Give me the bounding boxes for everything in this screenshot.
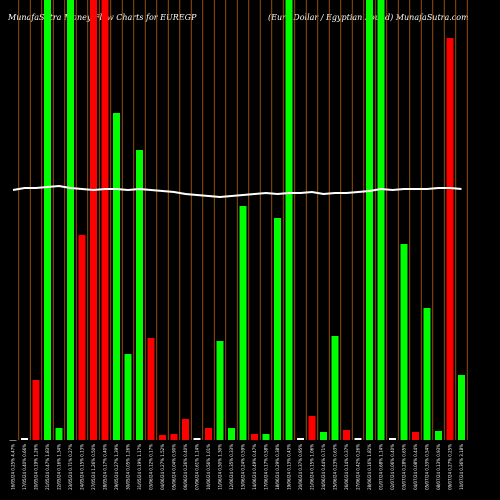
x-tick-label: 08/07/24 0.13% 0.93% xyxy=(436,444,441,490)
x-tick-label: 17/06/24 0.17% 0.58% xyxy=(264,444,269,490)
bar xyxy=(274,218,281,440)
bar xyxy=(343,430,350,440)
bar xyxy=(182,419,189,440)
bar xyxy=(159,435,166,440)
bar xyxy=(21,438,28,440)
x-tick-label: 03/06/24 0.12% 0.17% xyxy=(149,444,154,490)
bar xyxy=(331,336,339,440)
x-tick-label: 29/05/24 0.27% 1.39% xyxy=(114,444,119,490)
x-tick-label: 26/06/24 0.14% 0.37% xyxy=(344,444,349,490)
money-flow-line xyxy=(12,184,462,199)
bar xyxy=(446,38,454,440)
x-tick-label: 22/05/24 0.16% 1.34% xyxy=(57,444,62,490)
bar xyxy=(9,440,17,441)
bar xyxy=(285,0,293,440)
bar xyxy=(435,431,442,440)
bar xyxy=(216,341,224,440)
x-tick-label: 21/06/24 0.15% 1.06% xyxy=(310,444,315,490)
bar xyxy=(228,428,235,440)
bar xyxy=(113,113,120,440)
bar xyxy=(170,434,178,440)
x-tick-label: 03/07/24 0.28% 0.65% xyxy=(402,444,407,490)
x-tick-label: 25/06/24 0.23% 0.63% xyxy=(333,444,338,490)
x-tick-label: 12/06/24 0.35% 0.33% xyxy=(229,444,234,490)
bar xyxy=(67,0,74,440)
x-tick-label: 31/05/24 0.19% 1.17% xyxy=(137,444,142,490)
x-tick-label: 28/05/24 0.17% 0.40% xyxy=(103,444,108,490)
bar xyxy=(366,0,373,440)
bar xyxy=(44,0,51,440)
bar xyxy=(55,428,63,440)
x-tick-label: 13/06/24 0.24% 0.59% xyxy=(241,444,246,490)
bar xyxy=(239,206,247,440)
bar xyxy=(32,380,40,440)
x-tick-label: 24/05/24 0.15% 0.13% xyxy=(80,444,85,490)
bar xyxy=(423,308,431,440)
bar xyxy=(458,375,465,440)
bar xyxy=(78,235,86,440)
x-tick-label: 04/07/24 0.08% 0.44% xyxy=(413,444,418,490)
x-tick-label: 19/06/24 0.13% 0.43% xyxy=(287,444,292,490)
x-tick-label: 20/05/24 0.19% 1.26% xyxy=(34,444,39,490)
bar xyxy=(400,244,408,440)
bar xyxy=(412,432,419,440)
bar xyxy=(354,438,362,440)
bar xyxy=(101,0,109,440)
x-tick-label: 14/06/24 0.49% 0.47% xyxy=(252,444,257,490)
x-tick-label: 27/06/24 0.42% 0.26% xyxy=(356,444,361,490)
bar xyxy=(251,434,258,440)
x-tick-label: 17/05/24 0.40% 0.66% xyxy=(22,444,27,490)
x-tick-label: 02/07/24 0.06% 0.40% xyxy=(390,444,395,490)
bar xyxy=(389,438,396,440)
bar xyxy=(377,0,385,440)
bar xyxy=(193,438,201,440)
x-tick-label: 11/06/24 0.50% 1.30% xyxy=(218,444,223,490)
x-tick-label: 20/06/24 0.37% 0.95% xyxy=(298,444,303,490)
bar xyxy=(308,416,316,440)
x-tick-label: 07/06/24 0.61% 1.14% xyxy=(195,444,200,490)
bar xyxy=(205,428,212,440)
x-tick-label: 24/06/24 0.44% 0.71% xyxy=(321,444,326,490)
x-tick-label: 09/07/24 0.27% 0.25% xyxy=(448,444,453,490)
bar xyxy=(90,0,97,440)
x-tick-label: 10/06/24 0.56% 1.01% xyxy=(206,444,211,490)
x-tick-label: 28/06/24 0.16% 1.82% xyxy=(367,444,372,490)
x-tick-label: 27/05/24 1.26% 0.50% xyxy=(91,444,96,490)
x-tick-label: 16/05/24 0.25% 4.47% xyxy=(11,444,16,490)
x-tick-label: 21/05/24 0.47% 1.83% xyxy=(45,444,50,490)
bar xyxy=(320,432,327,440)
x-tick-label: 04/06/24 0.27% 1.52% xyxy=(160,444,165,490)
x-tick-label: 18/06/24 0.29% 0.38% xyxy=(275,444,280,490)
bar xyxy=(147,338,155,440)
bar xyxy=(124,354,132,440)
bar xyxy=(297,438,304,440)
x-tick-label: 05/06/24 0.04% 0.90% xyxy=(172,444,177,490)
x-tick-label: 05/07/24 0.33% 0.54% xyxy=(425,444,430,490)
x-tick-label: 23/05/24 0.71% 0.27% xyxy=(68,444,73,490)
x-tick-label: 06/06/24 0.26% 0.40% xyxy=(183,444,188,490)
bar xyxy=(262,434,270,440)
x-tick-label: 10/07/24 0.36% 3.18% xyxy=(459,444,464,490)
x-tick-label: 01/07/24 0.68% 1.14% xyxy=(379,444,384,490)
x-tick-label: 30/05/24 0.05% 1.26% xyxy=(126,444,131,490)
bar xyxy=(136,150,143,440)
